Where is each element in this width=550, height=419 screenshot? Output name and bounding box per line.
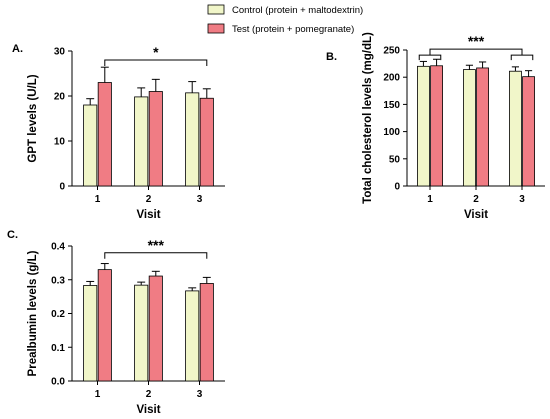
- y-tick-label: 250: [383, 46, 400, 57]
- bar-test-visit-3: [199, 97, 214, 187]
- bar-control-visit-1: [83, 285, 98, 382]
- bar-test-visit-2: [476, 67, 489, 187]
- x-tick-label: 3: [519, 194, 525, 205]
- significance-group-bracket: [510, 54, 534, 61]
- significance-bracket: [104, 59, 208, 66]
- significance-label: ***: [468, 33, 485, 49]
- chart-panel-c: C. 0.0 0.1 0.2 0.3 0.4 1 2 3 *** Visit Prealbumin l…: [7, 229, 225, 416]
- x-tick-label: 3: [197, 389, 203, 400]
- x-axis-title: Visit: [136, 404, 160, 416]
- panel-label: C.: [7, 229, 18, 241]
- bar-control-visit-3: [509, 70, 522, 187]
- y-tick-label: 0.4: [51, 242, 65, 253]
- bar-test-visit-1: [430, 65, 443, 187]
- y-axis-title: Total cholesterol levels (mg/dL): [362, 32, 374, 204]
- x-axis-title: Visit: [136, 209, 160, 221]
- bar-test-visit-3: [199, 283, 214, 382]
- panel-label: A.: [12, 43, 23, 55]
- y-axis-title: Prealbumin levels (g/L): [27, 250, 39, 376]
- y-tick-label: 200: [383, 73, 400, 84]
- legend: Control (protein + maltodextrin) Test (p…: [207, 4, 363, 35]
- bar-control-visit-3: [185, 290, 200, 382]
- bar-control-visit-2: [134, 96, 149, 187]
- y-tick-label: 150: [383, 100, 400, 111]
- legend-swatch-test: [207, 23, 225, 34]
- bar-test-visit-2: [148, 91, 163, 187]
- y-tick-label: 0.3: [51, 275, 65, 286]
- x-tick-label: 2: [146, 194, 152, 205]
- y-tick-label: 0: [59, 182, 65, 193]
- bar-control-visit-2: [463, 69, 476, 187]
- y-tick-label: 20: [54, 92, 66, 103]
- y-tick-label: 0.1: [51, 343, 65, 354]
- significance-bracket: [429, 48, 523, 56]
- y-tick-label: 50: [389, 154, 401, 165]
- bar-control-visit-1: [83, 104, 98, 187]
- y-tick-label: 30: [54, 47, 66, 58]
- bar-control-visit-1: [417, 65, 430, 187]
- x-tick-label: 2: [146, 389, 152, 400]
- significance-label: *: [153, 44, 159, 60]
- bar-test-visit-3: [522, 76, 535, 187]
- y-axis-title: GPT levels (U/L): [27, 74, 39, 162]
- y-tick-label: 100: [383, 127, 400, 138]
- x-tick-label: 1: [95, 389, 101, 400]
- legend-swatch-control: [207, 4, 225, 15]
- x-axis-title: Visit: [464, 209, 488, 221]
- chart-panel-a: A. 0 10 20 30 1 2 3 * Visit GPT levels (U/L): [12, 43, 225, 221]
- x-tick-label: 3: [197, 194, 203, 205]
- x-tick-label: 1: [95, 194, 101, 205]
- x-tick-label: 2: [473, 194, 479, 205]
- chart-panel-b: B. 0 50 100 150 200 250 1 2 3 *** Visit Total choles…: [326, 32, 545, 221]
- y-tick-label: 0.2: [51, 309, 65, 320]
- panel-label: B.: [326, 51, 337, 63]
- bar-test-visit-1: [97, 269, 112, 382]
- legend-label-test: Test (protein + pomegranate): [232, 24, 354, 35]
- bar-test-visit-1: [97, 82, 112, 187]
- bar-control-visit-3: [185, 92, 200, 187]
- bar-test-visit-2: [148, 275, 163, 382]
- significance-label: ***: [148, 237, 165, 253]
- bar-control-visit-2: [134, 284, 149, 382]
- significance-bracket: [104, 252, 208, 259]
- legend-label-control: Control (protein + maltodextrin): [232, 5, 363, 16]
- x-tick-label: 1: [427, 194, 433, 205]
- y-tick-label: 0: [394, 182, 400, 193]
- y-tick-label: 0.0: [51, 377, 65, 388]
- y-tick-label: 10: [54, 137, 66, 148]
